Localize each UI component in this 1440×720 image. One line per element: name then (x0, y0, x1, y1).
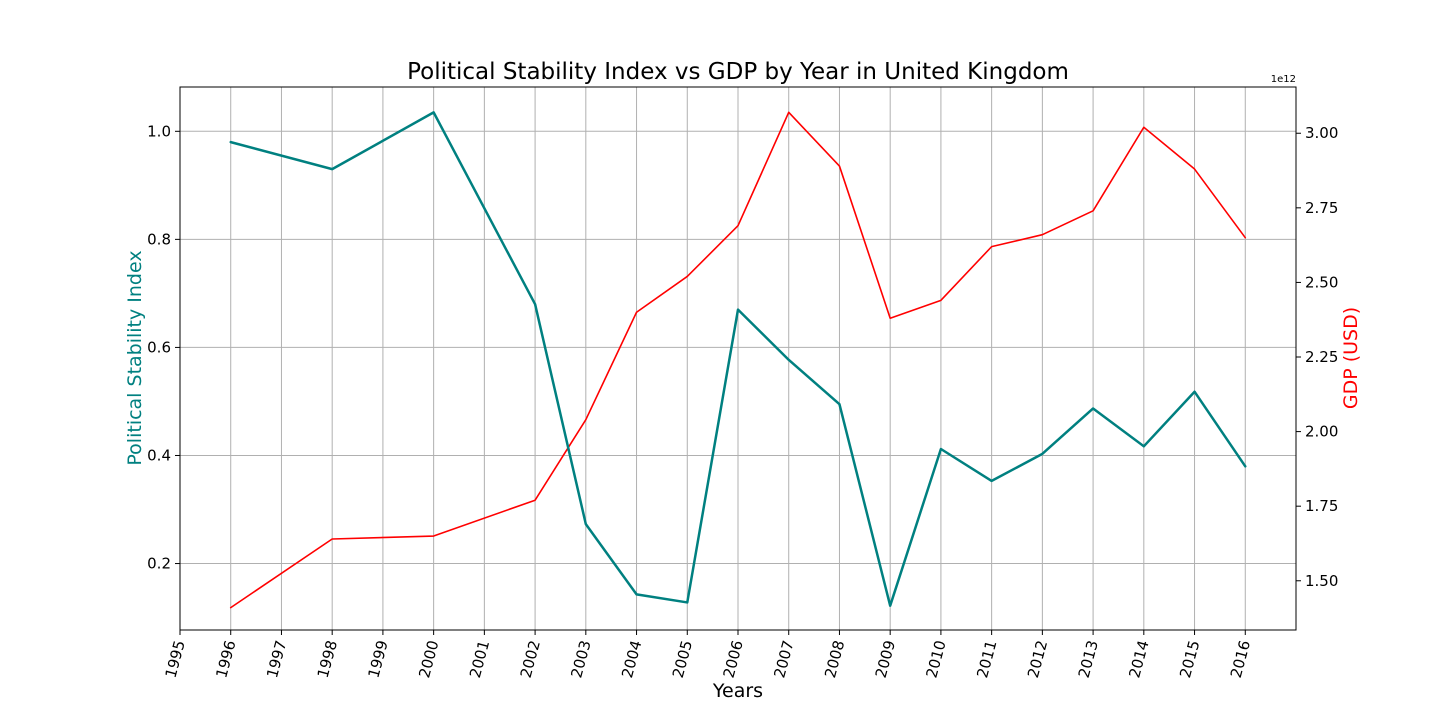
x-tick-label: 2016 (1227, 638, 1254, 680)
x-tick-label: 2005 (669, 638, 696, 680)
x-tick-label: 1998 (314, 638, 341, 680)
y-left-tick-label: 0.6 (147, 338, 171, 356)
x-tick-label: 2014 (1125, 638, 1152, 680)
x-tick-label: 1997 (263, 638, 290, 680)
y-left-tick-label: 0.4 (147, 446, 171, 464)
y-axis-left: 0.2 0.4 0.6 0.8 1.0 (147, 122, 180, 573)
x-tick-label: 2011 (973, 638, 1000, 680)
y-right-tick-label: 1.75 (1305, 497, 1338, 515)
y-left-tick-label: 1.0 (147, 122, 171, 140)
x-tick-label: 1999 (365, 638, 392, 680)
x-tick-label: 2012 (1024, 638, 1051, 680)
y-left-tick-label: 0.8 (147, 230, 171, 248)
gdp-line (229, 111, 1247, 609)
x-tick-label: 2013 (1075, 638, 1102, 680)
x-tick-label: 2001 (466, 638, 493, 680)
y-axis-right: 1.50 1.75 2.00 2.25 2.50 2.75 3.00 (1296, 124, 1338, 590)
x-tick-label: 2000 (415, 638, 442, 680)
x-tick-label: 2006 (720, 638, 747, 680)
x-tick-label: 2003 (567, 638, 594, 680)
y-right-tick-label: 2.75 (1305, 199, 1338, 217)
x-tick-label: 2010 (923, 638, 950, 680)
y-axis-right-label: GDP (USD) (1340, 307, 1362, 409)
x-tick-label: 2007 (770, 638, 797, 680)
chart-title: Political Stability Index vs GDP by Year… (407, 59, 1069, 85)
grid (179, 87, 1296, 630)
x-tick-label: 2015 (1176, 638, 1203, 680)
x-tick-label: 1995 (162, 638, 189, 680)
y-axis-right-multiplier: 1e12 (1271, 74, 1296, 85)
y-right-tick-label: 3.00 (1305, 124, 1338, 142)
x-tick-label: 2004 (618, 638, 645, 680)
x-axis: 1995 1996 1997 1998 1999 2000 2001 2002 2003 2004… (162, 630, 1254, 680)
y-left-tick-label: 0.2 (147, 555, 171, 573)
x-tick-label: 2008 (821, 638, 848, 680)
x-tick-label: 2002 (517, 638, 544, 680)
x-tick-label: 2009 (872, 638, 899, 680)
y-axis-left-label: Political Stability Index (124, 250, 146, 465)
y-right-tick-label: 2.50 (1305, 273, 1338, 291)
political-stability-line (229, 111, 1247, 607)
y-right-tick-label: 2.25 (1305, 348, 1338, 366)
y-right-tick-label: 2.00 (1305, 423, 1338, 441)
series-lines (229, 111, 1247, 609)
x-axis-label: Years (712, 680, 763, 702)
y-right-tick-label: 1.50 (1305, 572, 1338, 590)
x-tick-label: 1996 (212, 638, 239, 680)
